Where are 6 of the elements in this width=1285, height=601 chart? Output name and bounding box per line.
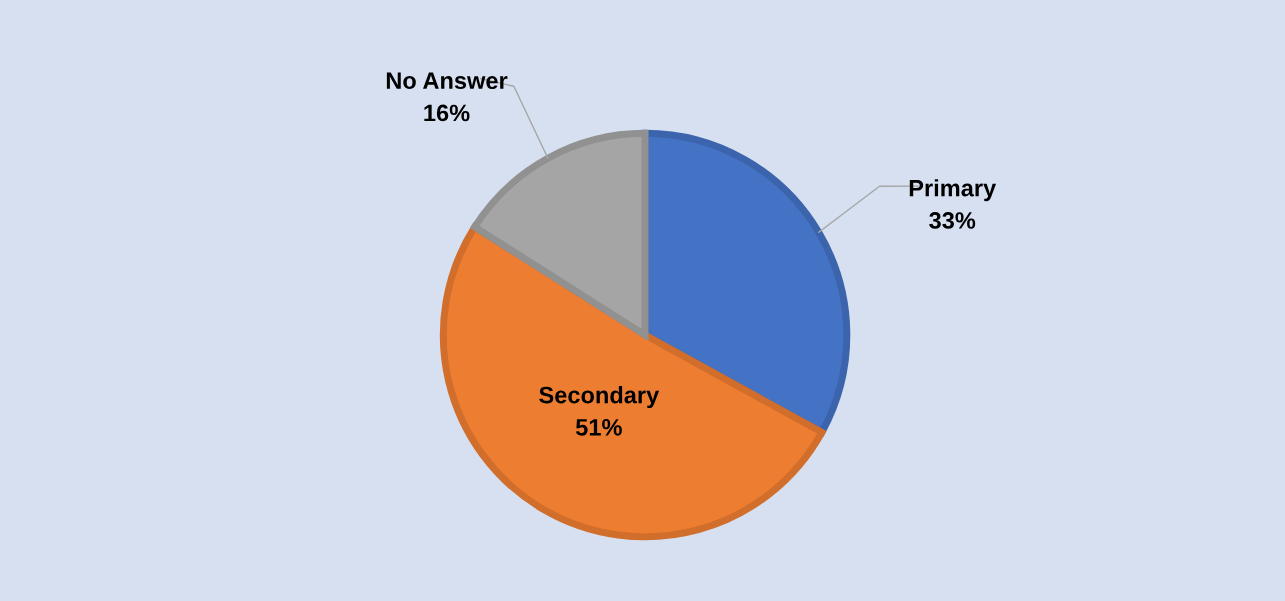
slice-label: Secondary bbox=[539, 386, 660, 409]
slice-label: Primary bbox=[909, 179, 997, 202]
data-label: 16% bbox=[424, 104, 470, 122]
slice-label: No Answer bbox=[386, 72, 508, 90]
data-label: 33% bbox=[929, 212, 976, 229]
data-label: 51% bbox=[575, 419, 622, 436]
